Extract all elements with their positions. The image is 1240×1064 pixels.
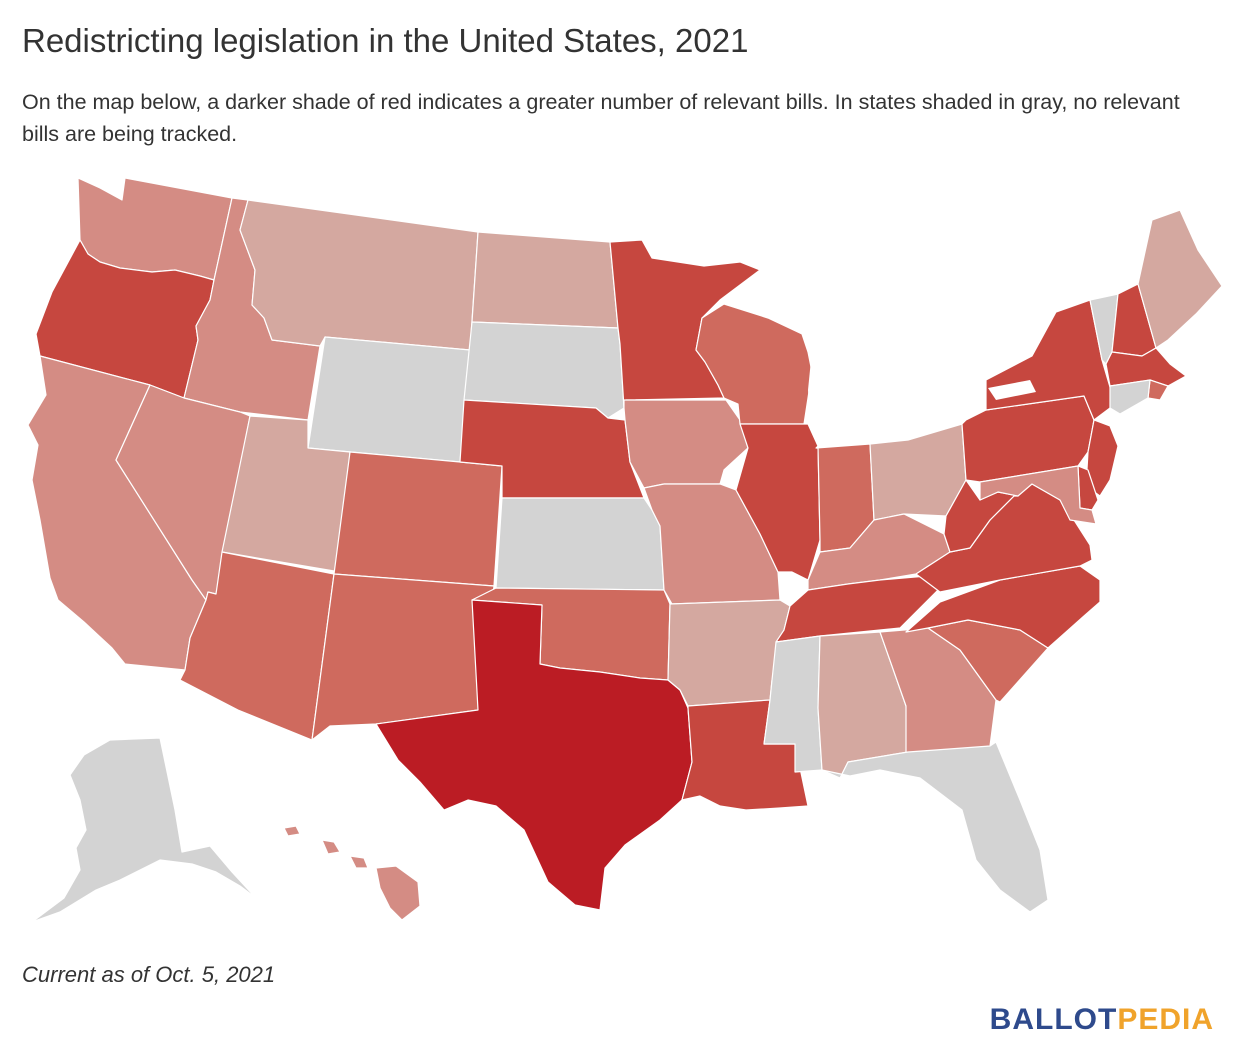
lake-1 (758, 276, 822, 306)
state-tx (375, 599, 693, 911)
logo-part-ballot: BALLOT (989, 1003, 1118, 1036)
state-md (979, 465, 1097, 525)
lake-4 (900, 402, 962, 432)
lake-3 (860, 330, 880, 378)
state-ks (495, 497, 665, 591)
state-ia (623, 399, 749, 489)
state-mo (643, 483, 781, 605)
lake-5 (988, 380, 1036, 400)
footnote-date: Current as of Oct. 5, 2021 (22, 962, 276, 987)
state-wy (307, 336, 471, 463)
map-title: Redistricting legislation in the United … (22, 22, 749, 59)
state-me (1137, 209, 1223, 349)
state-ak (31, 737, 257, 923)
state-co (333, 451, 503, 587)
us-map (27, 177, 1223, 923)
state-nd (471, 231, 619, 329)
state-mt (239, 199, 479, 351)
state-hi (283, 825, 421, 921)
lake-2 (808, 342, 826, 438)
map-subtitle: On the map below, a darker shade of red … (22, 90, 1180, 146)
state-ct (1109, 379, 1151, 415)
state-ne (459, 399, 645, 499)
state-nc (905, 565, 1101, 649)
ballotpedia-logo: BALLOTPEDIA (990, 1003, 1214, 1037)
logo-part-pedia: PEDIA (1117, 1003, 1214, 1036)
state-il (735, 423, 821, 581)
state-fl (821, 741, 1049, 913)
